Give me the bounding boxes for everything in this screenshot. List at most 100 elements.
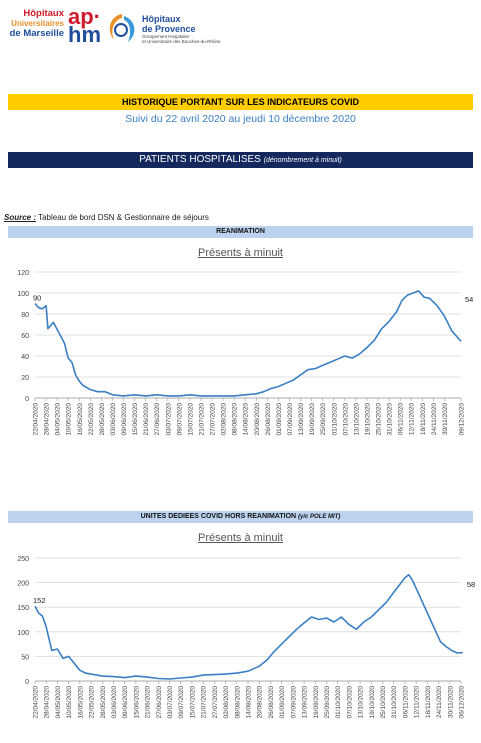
x-tick-label: 09/06/2020: [121, 403, 128, 436]
x-tick-label: 02/08/2020: [223, 686, 230, 719]
x-tick-label: 21/07/2020: [198, 403, 205, 436]
x-tick-label: 01/10/2020: [335, 686, 342, 719]
x-tick-label: 12/11/2020: [409, 403, 416, 435]
series-line: [34, 573, 463, 680]
x-tick-label: 20/08/2020: [254, 403, 261, 436]
chart-reanimation: 0 20 40 60 80 100 120 22/04/2020 28/04/2020 04/05…: [17, 270, 473, 436]
x-tick-label: 24/11/2020: [436, 686, 443, 718]
x-tick-label: 27/06/2020: [154, 403, 161, 436]
y-tick-label: 60: [21, 333, 29, 340]
x-tick-label: 16/05/2020: [77, 403, 84, 436]
aphm-logo-bottom: hm: [68, 22, 101, 47]
source-text: Tableau de bord DSN & Gestionnaire de sé…: [38, 213, 209, 222]
x-tick-label: 25/09/2020: [320, 403, 327, 436]
x-tick-label: 25/10/2020: [376, 403, 383, 436]
x-tick-label: 01/10/2020: [331, 403, 338, 436]
hp-logo-sub1: Groupement Hospitalier: [142, 34, 190, 39]
x-tick-label: 06/11/2020: [398, 403, 405, 435]
x-tick-label: 27/07/2020: [212, 686, 219, 719]
x-tick-label: 01/09/2020: [279, 686, 286, 719]
y-tick-label: 20: [21, 375, 29, 382]
y-tick-label: 120: [17, 270, 29, 277]
x-tick-label: 07/10/2020: [342, 403, 349, 436]
source-label: Source :: [4, 213, 37, 222]
x-tick-label: 19/10/2020: [369, 686, 376, 719]
y-tick-label: 200: [17, 581, 29, 588]
x-tick-label: 21/06/2020: [145, 686, 152, 719]
x-tick-label: 09/12/2020: [459, 403, 466, 436]
x-tick-label: 14/08/2020: [246, 686, 253, 719]
x-tick-label: 08/08/2020: [234, 686, 241, 719]
x-tick-label: 03/06/2020: [110, 403, 117, 436]
y-tick-label: 80: [21, 312, 29, 319]
x-tick-label: 04/05/2020: [55, 403, 62, 436]
chart2-band-note: (y/c POLE MIT): [298, 514, 341, 520]
x-tick-label: 10/05/2020: [66, 686, 73, 719]
x-tick-label: 12/11/2020: [414, 686, 421, 718]
x-tick-label: 22/04/2020: [33, 686, 40, 719]
x-tick-label: 08/08/2020: [232, 403, 239, 436]
x-tick-label: 16/05/2020: [77, 686, 84, 719]
aphm-logo-top: ap·: [68, 4, 101, 29]
x-tick-label: 19/09/2020: [313, 686, 320, 719]
hp-logo-line1: Hôpitaux: [142, 14, 181, 24]
x-tick-label: 18/11/2020: [425, 686, 432, 718]
x-tick-label: 21/07/2020: [201, 686, 208, 719]
section-banner: PATIENTS HOSPITALISES (dénombrement à mi…: [8, 152, 473, 168]
aphm-logo: ap· hm: [68, 4, 101, 47]
source-line: Source : Tableau de bord DSN & Gestionna…: [4, 213, 209, 222]
x-tick-label: 03/07/2020: [167, 686, 174, 719]
hp-logo-line2: de Provence: [142, 24, 196, 34]
x-tick-label: 04/05/2020: [55, 686, 62, 719]
x-tick-label: 13/09/2020: [302, 686, 309, 719]
x-tick-label: 13/10/2020: [353, 403, 360, 436]
x-tick-label: 15/06/2020: [132, 403, 139, 436]
data-label-last: 58: [467, 580, 475, 589]
y-tick-label: 100: [17, 630, 29, 637]
x-tick-label: 09/07/2020: [176, 403, 183, 436]
x-tick-label: 25/09/2020: [324, 686, 331, 719]
hp-logo-text: Hôpitaux de Provence Groupement Hospital…: [142, 14, 232, 44]
x-tick-label: 06/12/2020: [459, 686, 466, 719]
report-subtitle: Suivi du 22 avril 2020 au jeudi 10 décem…: [125, 113, 356, 125]
data-label-first: 152: [33, 596, 46, 605]
x-tick-label: 09/06/2020: [122, 686, 129, 719]
hum-logo-line2: Universitaires: [11, 19, 64, 28]
x-tick-label: 09/07/2020: [178, 686, 185, 719]
x-tick-label: 28/04/2020: [44, 403, 51, 436]
data-label-first: 90: [33, 294, 41, 303]
y-tick-label: 40: [21, 354, 29, 361]
x-tick-label: 01/09/2020: [276, 403, 283, 436]
chart2-band-title: UNITES DEDIEES COVID HORS REANIMATION: [140, 513, 297, 520]
x-tick-label: 25/10/2020: [380, 686, 387, 719]
report-title: HISTORIQUE PORTANT SUR LES INDICATEURS C…: [8, 94, 473, 110]
x-tick-label: 07/09/2020: [287, 403, 294, 436]
x-tick-label: 28/04/2020: [44, 686, 51, 719]
hum-logo-text: Hôpitaux Universitaires de Marseille: [8, 9, 64, 39]
hp-logo-sub2: et Universitaire des Bouches-du-Rhône: [142, 39, 221, 44]
x-tick-label: 27/07/2020: [210, 403, 217, 436]
x-tick-label: 22/05/2020: [88, 403, 95, 436]
x-tick-label: 27/06/2020: [156, 686, 163, 719]
x-tick-label: 07/10/2020: [346, 686, 353, 719]
series-line: [34, 290, 462, 397]
x-tick-label: 22/04/2020: [33, 403, 40, 436]
x-tick-label: 28/05/2020: [99, 403, 106, 436]
x-tick-label: 19/09/2020: [309, 403, 316, 436]
hum-logo-line3: de Marseille: [9, 28, 64, 39]
x-tick-label: 15/06/2020: [133, 686, 140, 719]
chart1-band: REANIMATION: [8, 226, 473, 238]
y-tick-label: 0: [25, 679, 29, 686]
x-tick-label: 30/11/2020: [442, 403, 449, 435]
x-tick-label: 13/10/2020: [358, 686, 365, 719]
y-tick-label: 50: [21, 654, 29, 661]
x-tick-label: 20/08/2020: [257, 686, 264, 719]
x-tick-label: 13/09/2020: [298, 403, 305, 436]
x-tick-label: 10/05/2020: [66, 403, 73, 436]
x-tick-label: 31/10/2020: [391, 686, 398, 719]
x-tick-label: 22/05/2020: [89, 686, 96, 719]
x-tick-label: 06/11/2020: [402, 686, 409, 718]
chart2-band: UNITES DEDIEES COVID HORS REANIMATION (y…: [8, 511, 473, 523]
section-title: PATIENTS HOSPITALISES: [139, 154, 261, 165]
x-tick-label: 30/11/2020: [447, 686, 454, 718]
